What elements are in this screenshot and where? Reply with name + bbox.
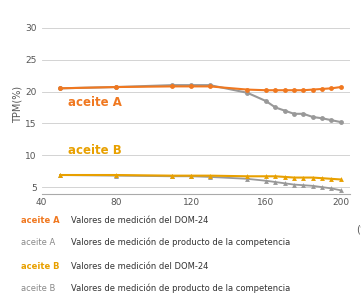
Text: Valores de medición de producto de la competencia: Valores de medición de producto de la co… (71, 284, 290, 293)
Text: aceite B: aceite B (21, 284, 56, 293)
Text: (°C): (°C) (356, 224, 361, 234)
Text: aceite A: aceite A (21, 238, 55, 247)
Text: Valores de medición del DOM-24: Valores de medición del DOM-24 (71, 216, 208, 225)
Text: aceite A: aceite A (21, 216, 60, 225)
Text: Valores de medición del DOM-24: Valores de medición del DOM-24 (71, 262, 208, 271)
Text: aceite B: aceite B (21, 262, 60, 271)
Text: aceite B: aceite B (68, 144, 121, 157)
Y-axis label: TPM(%): TPM(%) (12, 86, 22, 123)
Text: Valores de medición de producto de la competencia: Valores de medición de producto de la co… (71, 238, 290, 247)
Text: aceite A: aceite A (68, 97, 122, 110)
